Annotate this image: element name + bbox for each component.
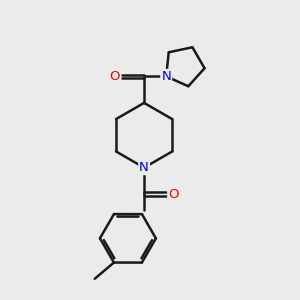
Text: O: O	[168, 188, 179, 201]
Text: N: N	[139, 161, 149, 174]
Text: O: O	[110, 70, 120, 83]
Text: N: N	[161, 70, 171, 83]
